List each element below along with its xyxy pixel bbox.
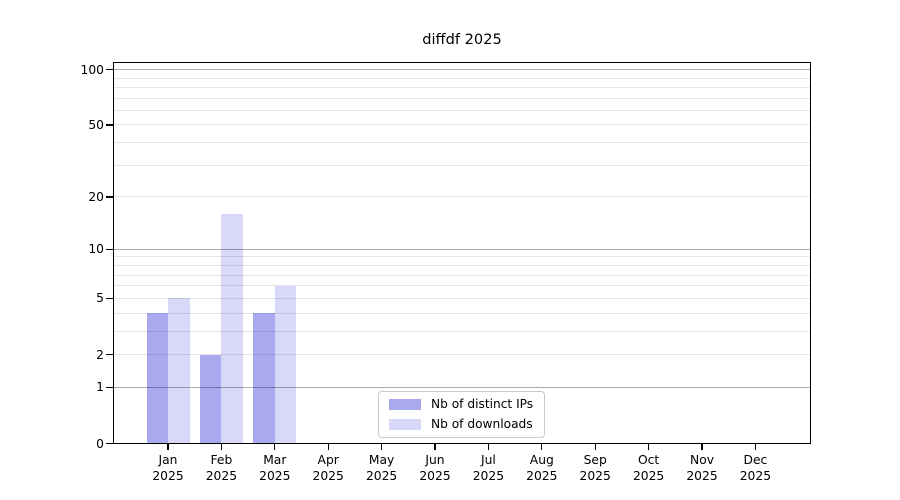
gridline-minor-4 (113, 312, 811, 314)
x-tick-label-may: May 2025 (365, 452, 398, 484)
y-tick-mark-5 (106, 297, 113, 299)
legend: Nb of distinct IPs Nb of downloads (378, 391, 545, 438)
gridline-minor-3 (113, 330, 811, 332)
gridline-minor-50 (113, 124, 811, 126)
x-tick-label-jul: Jul 2025 (472, 452, 505, 484)
bar-nb-of-distinct-ips-mar (253, 313, 275, 444)
y-tick-mark-50 (106, 124, 113, 126)
gridline-minor-90 (113, 77, 811, 79)
bar-nb-of-downloads-feb (221, 213, 243, 444)
y-tick-label-1: 1 (96, 380, 104, 395)
y-tick-label-2: 2 (96, 347, 104, 362)
legend-swatch-distinct-ips (389, 399, 421, 410)
x-tick-mark-mar (274, 444, 276, 450)
y-tick-label-20: 20 (88, 189, 104, 204)
x-tick-mark-jul (487, 444, 490, 450)
y-tick-label-100: 100 (80, 62, 104, 77)
x-tick-mark-aug (541, 444, 543, 450)
y-tick-mark-0 (106, 442, 113, 445)
gridline-minor-40 (113, 142, 811, 144)
y-tick-mark-20 (106, 196, 113, 198)
y-tick-mark-1 (106, 386, 113, 388)
x-tick-label-feb: Feb 2025 (205, 452, 238, 484)
x-tick-label-jun: Jun 2025 (419, 452, 451, 484)
x-tick-mark-apr (327, 444, 329, 450)
gridline-major-10 (113, 248, 811, 250)
legend-item-distinct-ips: Nb of distinct IPs (389, 398, 536, 411)
y-tick-mark-100 (106, 68, 113, 71)
x-tick-mark-jan (167, 444, 169, 450)
x-tick-label-sep: Sep 2025 (579, 452, 611, 484)
legend-item-downloads: Nb of downloads (389, 418, 536, 431)
x-tick-mark-dec (754, 444, 757, 450)
x-tick-mark-sep (594, 444, 596, 450)
x-tick-label-mar: Mar 2025 (259, 452, 291, 484)
y-tick-label-10: 10 (88, 242, 104, 257)
x-tick-mark-jun (434, 444, 436, 450)
y-tick-label-0: 0 (96, 436, 104, 451)
y-tick-mark-10 (106, 248, 113, 250)
gridline-minor-6 (113, 285, 811, 287)
gridline-minor-60 (113, 109, 811, 111)
bar-nb-of-downloads-mar (274, 285, 297, 444)
y-tick-label-5: 5 (96, 291, 104, 306)
y-tick-label-50: 50 (88, 117, 104, 132)
gridline-minor-5 (113, 297, 811, 299)
x-tick-label-dec: Dec 2025 (739, 452, 772, 484)
legend-swatch-downloads (389, 419, 421, 430)
x-tick-mark-nov (701, 444, 703, 450)
gridline-minor-2 (113, 354, 811, 355)
gridline-minor-20 (113, 196, 811, 198)
x-tick-label-jan: Jan 2025 (152, 452, 184, 484)
gridline-major-1 (113, 386, 811, 388)
x-tick-mark-feb (220, 444, 223, 450)
bar-nb-of-distinct-ips-jan (146, 313, 168, 444)
x-tick-label-oct: Oct 2025 (632, 452, 665, 484)
bar-nb-of-distinct-ips-feb (199, 354, 222, 444)
x-tick-label-nov: Nov 2025 (686, 452, 718, 484)
x-tick-label-apr: Apr 2025 (312, 452, 344, 484)
gridline-minor-8 (113, 265, 811, 266)
gridline-minor-30 (113, 164, 811, 166)
legend-label-downloads: Nb of downloads (431, 417, 533, 431)
bar-nb-of-downloads-jan (168, 298, 190, 444)
gridline-minor-9 (113, 256, 811, 258)
gridline-minor-80 (113, 87, 811, 89)
x-tick-mark-may (380, 444, 383, 450)
gridline-minor-7 (113, 274, 811, 276)
gridline-major-100 (113, 69, 811, 71)
y-tick-mark-2 (106, 353, 113, 356)
x-tick-label-aug: Aug 2025 (526, 452, 558, 484)
x-tick-mark-oct (647, 444, 650, 450)
gridline-minor-70 (113, 97, 811, 99)
legend-label-distinct-ips: Nb of distinct IPs (431, 397, 534, 411)
chart-title: diffdf 2025 (422, 31, 502, 48)
